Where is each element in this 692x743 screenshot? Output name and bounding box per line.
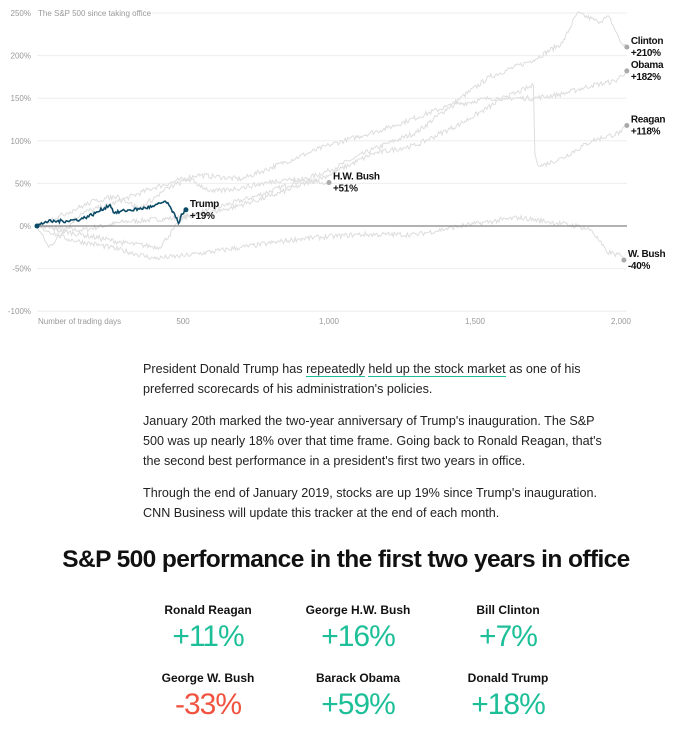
y-tick-label: -50% [12, 265, 31, 274]
x-axis-label: Number of trading days [38, 317, 121, 326]
series-line-h-w-bush [36, 176, 330, 229]
series-value-label: +210% [631, 48, 661, 59]
y-tick-label: 100% [11, 137, 31, 146]
series-value-label: +182% [631, 72, 661, 83]
series-end-dot [326, 180, 332, 186]
series-line-trump [36, 200, 187, 227]
paragraph-2: January 20th marked the two-year anniver… [143, 414, 602, 468]
series-line-w-bush [36, 214, 625, 261]
series-line-clinton [36, 10, 628, 233]
series-value-label: -40% [628, 261, 651, 272]
series-name-label: Reagan [631, 114, 666, 125]
summary-value: +59% [321, 688, 396, 721]
series-name-label: Clinton [631, 36, 664, 47]
series-name-label: Trump [190, 199, 219, 210]
x-tick-label: 1,000 [319, 317, 340, 326]
series-name-label: W. Bush [628, 249, 666, 260]
summary-item: Bill Clinton +7% [433, 603, 583, 655]
summary-item: Barack Obama +59% [283, 671, 433, 723]
y-tick-label: 50% [15, 179, 31, 188]
series-end-dot [621, 257, 627, 263]
y-tick-label: 250% [11, 9, 31, 18]
series-end-dot [624, 68, 630, 74]
series-start-dot [34, 223, 40, 229]
y-tick-label: 150% [11, 94, 31, 103]
summary-grid: Ronald Reagan +11% George H.W. Bush +16% B… [133, 603, 593, 723]
summary-value: -33% [174, 688, 242, 721]
series-name-label: H.W. Bush [333, 172, 380, 183]
sp500-line-chart: 250% 200% 150% 100% 50% 0% -50% -100% The S&P 50… [8, 9, 666, 326]
x-tick-label: 1,500 [465, 317, 486, 326]
x-tick-label: 500 [176, 317, 190, 326]
series-value-label: +19% [190, 211, 215, 222]
series-value-label: +51% [333, 184, 358, 195]
y-tick-label: -100% [8, 307, 31, 316]
series-value-label: +118% [631, 126, 661, 137]
summary-value: +7% [479, 620, 538, 653]
y-tick-label: 0% [19, 222, 31, 231]
x-tick-label: 2,000 [611, 317, 632, 326]
article-body: President Donald Trump has repeatedly he… [143, 359, 603, 535]
summary-value: +18% [471, 688, 546, 721]
summary-value: +11% [172, 620, 244, 653]
series-end-dot [183, 207, 189, 213]
chart-title: The S&P 500 since taking office [38, 9, 152, 18]
series-end-dot [624, 122, 630, 128]
summary-title: S&P 500 performance in the first two yea… [62, 546, 630, 573]
series-name-label: Obama [631, 60, 664, 71]
summary-item: Donald Trump +18% [433, 671, 583, 723]
y-tick-label: 200% [11, 52, 31, 61]
paragraph-1: President Donald Trump has repeatedly he… [143, 362, 581, 396]
series-line-obama [36, 70, 628, 249]
paragraph-3: Through the end of January 2019, stocks … [143, 486, 597, 520]
summary-item: George W. Bush -33% [133, 671, 283, 723]
summary-value: +16% [321, 620, 396, 653]
series-end-dot [624, 44, 630, 50]
series-line-reagan [36, 82, 627, 251]
held-up-stock-market-link[interactable]: held up the stock market [368, 362, 506, 377]
repeatedly-link[interactable]: repeatedly [306, 362, 365, 377]
summary-item: George H.W. Bush +16% [283, 603, 433, 655]
summary-item: Ronald Reagan +11% [133, 603, 283, 655]
